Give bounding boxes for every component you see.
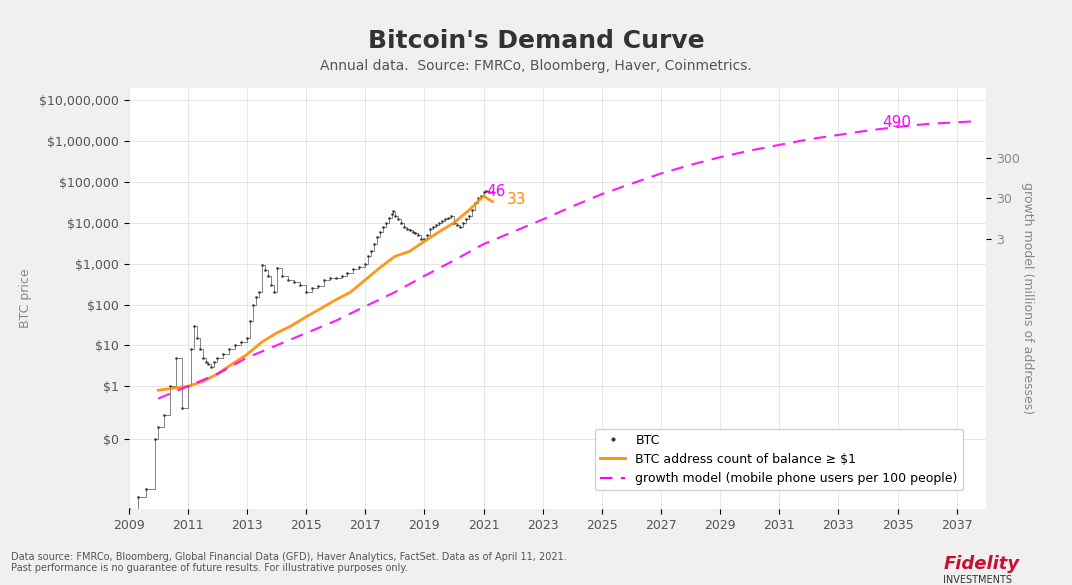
Text: 33: 33 bbox=[507, 192, 526, 208]
Text: Fidelity: Fidelity bbox=[943, 555, 1019, 573]
Text: INVESTMENTS: INVESTMENTS bbox=[943, 575, 1012, 585]
Legend: BTC, BTC address count of balance ≥ $1, growth model (mobile phone users per 100: BTC, BTC address count of balance ≥ $1, … bbox=[595, 429, 963, 490]
Y-axis label: BTC price: BTC price bbox=[19, 269, 32, 328]
Text: Bitcoin's Demand Curve: Bitcoin's Demand Curve bbox=[368, 29, 704, 53]
Text: 490: 490 bbox=[882, 115, 912, 130]
Text: Annual data.  Source: FMRCo, Bloomberg, Haver, Coinmetrics.: Annual data. Source: FMRCo, Bloomberg, H… bbox=[321, 59, 751, 73]
Text: 46: 46 bbox=[487, 184, 506, 199]
Text: Data source: FMRCo, Bloomberg, Global Financial Data (GFD), Haver Analytics, Fac: Data source: FMRCo, Bloomberg, Global Fi… bbox=[11, 552, 566, 573]
Y-axis label: growth model (millions of addresses): growth model (millions of addresses) bbox=[1021, 183, 1033, 414]
